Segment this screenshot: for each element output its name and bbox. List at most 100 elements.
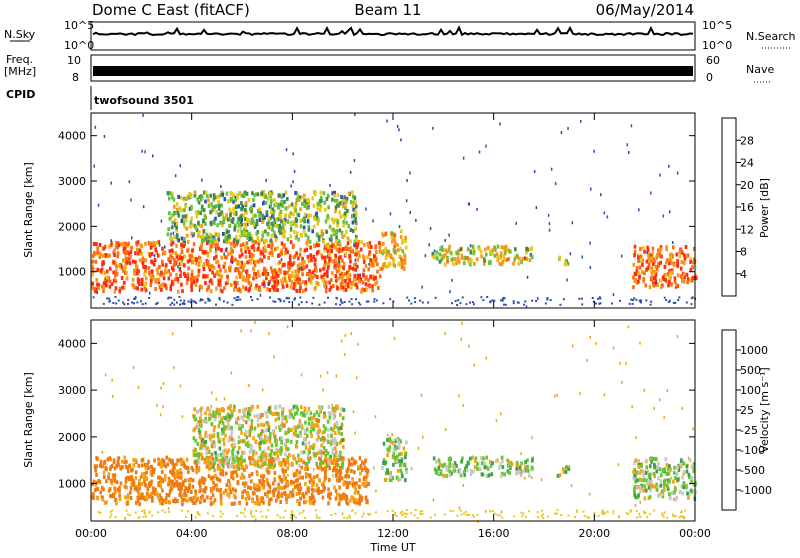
echo-cell (523, 463, 527, 468)
noise-cell (354, 258, 357, 262)
echo-cell (169, 254, 172, 259)
echo-cell (349, 259, 352, 264)
noise-cell (228, 229, 230, 233)
echo-cell (352, 263, 356, 267)
ground-cell (594, 302, 597, 305)
echo-cell (256, 498, 259, 503)
echo-cell (349, 265, 352, 270)
ground-cell (134, 297, 137, 300)
echo-cell (450, 462, 453, 467)
echo-cell (180, 208, 184, 213)
echo-cell (255, 414, 259, 419)
echo-cell (106, 278, 109, 283)
echo-cell (491, 461, 494, 466)
echo-cell (524, 460, 527, 464)
echo-cell (180, 471, 183, 476)
noise-cell (160, 386, 162, 390)
noise-cell (406, 179, 408, 182)
ground-cell (294, 516, 297, 519)
noise-cell (349, 170, 352, 174)
echo-cell (106, 457, 110, 462)
ground-cell (560, 514, 563, 517)
noise-cell (368, 262, 370, 266)
echo-cell (331, 407, 335, 412)
echo-cell (675, 252, 679, 257)
echo-cell (344, 272, 347, 277)
ground-cell (454, 300, 457, 302)
echo-cell (240, 248, 243, 253)
noise-cell (223, 252, 225, 256)
echo-cell (270, 460, 274, 465)
noise-cell (268, 205, 271, 209)
echo-cell (328, 496, 332, 501)
echo-cell (634, 479, 637, 484)
echo-cell (285, 496, 288, 501)
echo-cell (690, 480, 693, 485)
echo-cell (211, 204, 214, 209)
ground-cell (255, 510, 258, 512)
echo-cell (202, 264, 205, 269)
echo-cell (483, 258, 486, 263)
noise-cell (676, 335, 679, 338)
echo-cell (126, 475, 129, 480)
echo-cell (452, 469, 455, 474)
echo-cell (213, 444, 217, 449)
echo-cell (284, 247, 288, 252)
noise-cell (451, 278, 453, 282)
echo-cell (364, 282, 368, 287)
echo-cell (238, 500, 241, 505)
echo-cell (238, 457, 242, 462)
echo-cell (136, 240, 140, 245)
echo-cell (228, 463, 232, 468)
echo-cell (318, 466, 322, 471)
echo-cell (278, 461, 281, 466)
ground-cell (156, 301, 159, 304)
echo-cell (638, 274, 641, 279)
echo-cell (102, 470, 106, 475)
echo-cell (372, 276, 376, 281)
echo-cell (453, 468, 457, 473)
ground-cell (343, 301, 346, 303)
echo-cell (245, 430, 248, 434)
colorbar-frame (721, 329, 737, 511)
echo-cell (661, 275, 665, 280)
echo-cell (259, 454, 263, 459)
echo-cell (661, 494, 665, 499)
echo-cell (442, 473, 445, 478)
echo-cell (244, 464, 248, 469)
noise-cell (223, 397, 226, 401)
noise-cell (287, 473, 289, 477)
echo-cell (330, 439, 334, 444)
echo-cell (291, 270, 294, 275)
echo-cell (685, 469, 689, 474)
echo-cell (311, 229, 314, 234)
echo-cell (319, 405, 322, 410)
ground-cell (99, 512, 102, 515)
echo-cell (335, 235, 338, 240)
echo-cell (95, 278, 98, 282)
noise-cell (268, 281, 270, 285)
echo-cell (193, 280, 197, 285)
echo-cell (510, 462, 514, 467)
echo-cell (263, 436, 267, 441)
echo-cell (658, 247, 661, 252)
echo-cell (227, 485, 231, 490)
echo-cell (152, 262, 156, 267)
echo-cell (281, 284, 285, 289)
noise-cell (290, 226, 292, 230)
echo-cell (294, 432, 298, 437)
echo-cell (496, 244, 500, 249)
noise-cell (567, 127, 569, 130)
echo-cell (659, 285, 663, 289)
echo-cell (315, 214, 318, 219)
nave-tick-bottom: 0 (706, 71, 713, 84)
ground-cell (316, 516, 319, 519)
echo-cell (503, 257, 506, 261)
echo-cell (338, 243, 342, 248)
echo-cell (645, 478, 648, 483)
echo-cell (294, 269, 297, 274)
ground-cell (124, 516, 126, 519)
echo-cell (270, 210, 273, 215)
noise-cell (560, 131, 563, 134)
echo-cell (386, 453, 389, 458)
